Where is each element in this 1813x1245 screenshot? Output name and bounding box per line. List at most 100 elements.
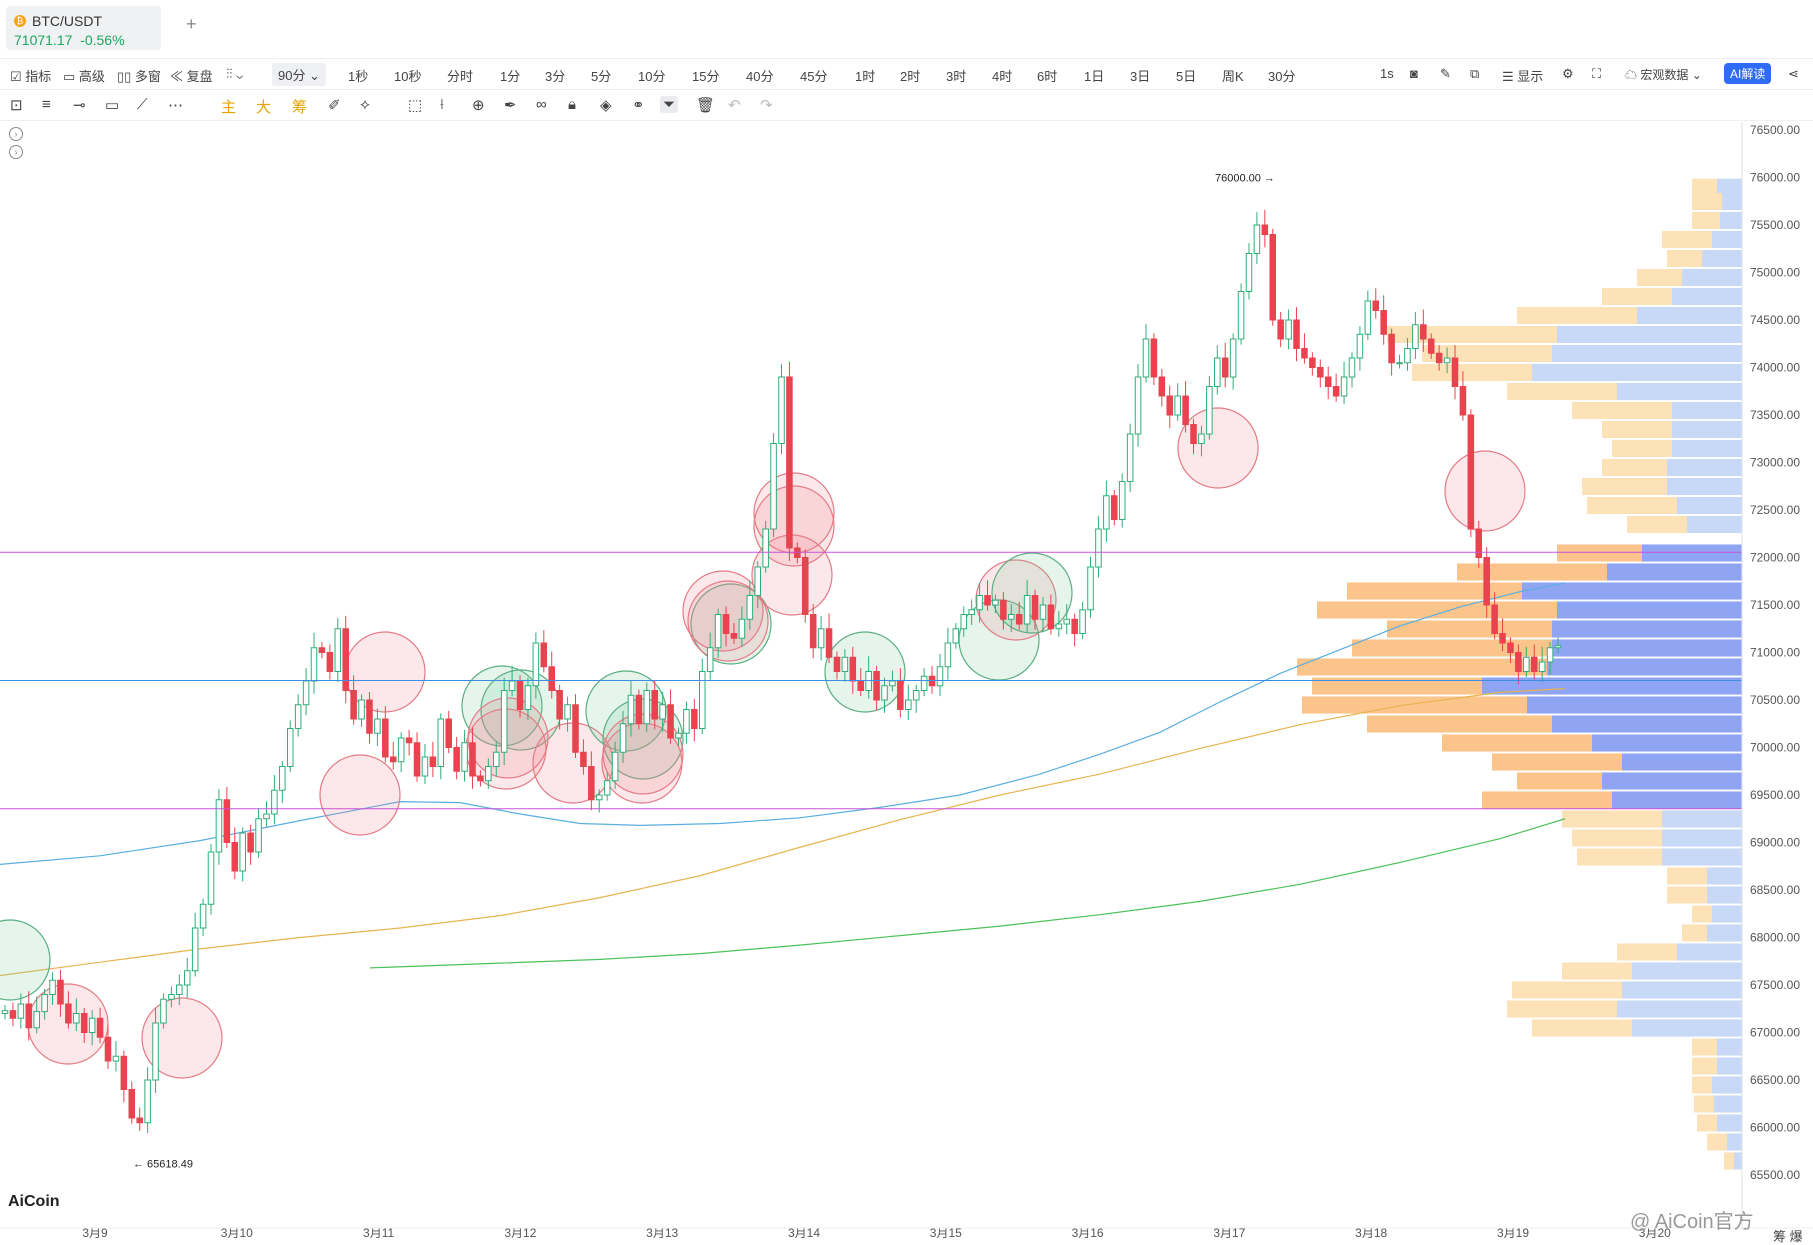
- interval-6h[interactable]: 6时: [1037, 69, 1058, 84]
- big-order-button[interactable]: 大: [256, 99, 272, 116]
- more-dots-icon[interactable]: ⋯: [168, 97, 183, 114]
- seconds-toggle[interactable]: 1s: [1380, 66, 1394, 81]
- window-icon[interactable]: ⧉: [1470, 66, 1480, 81]
- candle-down: [1000, 599, 1007, 620]
- volume-profile-bar-orange: [1347, 582, 1522, 600]
- candle-up: [294, 704, 302, 729]
- ruler-icon[interactable]: ⟊: [440, 96, 444, 113]
- candle-up: [215, 799, 223, 853]
- candle-up: [1554, 645, 1562, 649]
- collapse-icon[interactable]: ›: [9, 127, 23, 141]
- volume-profile-bar-orange: [1557, 544, 1642, 562]
- main-force-button[interactable]: 主: [221, 99, 237, 116]
- macro-data-button[interactable]: ☁ 宏观数据 ⌄: [1625, 68, 1702, 82]
- volume-profile-bar-blue: [1632, 1019, 1742, 1037]
- y-tick-label: 66000.00: [1750, 1121, 1800, 1135]
- symbol-tab[interactable]: ₿ BTC/USDT 71071.17 -0.56%: [6, 6, 161, 50]
- volume-profile-bar-orange: [1457, 563, 1607, 581]
- add-tab-button[interactable]: +: [186, 14, 197, 34]
- trendline-icon[interactable]: ⟋: [137, 96, 148, 113]
- interval-15m[interactable]: 15分: [692, 69, 720, 84]
- draw-icon[interactable]: ✐: [328, 97, 341, 114]
- volume-profile-bar-blue: [1617, 1000, 1742, 1018]
- candle-down: [1158, 376, 1166, 397]
- interval-2h[interactable]: 2时: [900, 69, 921, 84]
- volume-profile-bar-orange: [1482, 791, 1612, 809]
- layers-icon[interactable]: ◈: [600, 97, 612, 114]
- advanced-button[interactable]: ▭ 高级: [63, 69, 105, 84]
- lock-icon[interactable]: 🔒︎: [568, 96, 576, 113]
- interval-45m[interactable]: 45分: [800, 69, 828, 84]
- candle-up: [643, 690, 651, 725]
- draw2-icon[interactable]: ⟡: [360, 96, 370, 113]
- interval-selected[interactable]: 90分 ⌄: [272, 63, 326, 86]
- volume-profile-bar-blue: [1602, 772, 1742, 790]
- brush-icon[interactable]: ✒: [504, 97, 517, 114]
- interval-1h[interactable]: 1时: [855, 69, 876, 84]
- candle-up: [49, 979, 56, 995]
- select-icon[interactable]: ⬚: [408, 97, 423, 114]
- ai-interpret-button[interactable]: AI解读: [1724, 63, 1772, 84]
- cursor-icon[interactable]: ⊡: [10, 97, 23, 114]
- interval-5d[interactable]: 5日: [1176, 69, 1197, 84]
- link-icon[interactable]: ⚭: [632, 97, 645, 114]
- chart-type-icon[interactable]: ⫶⫶ ⌄: [226, 66, 244, 81]
- interval-week[interactable]: 周K: [1222, 69, 1244, 84]
- camera-icon[interactable]: ◙: [1410, 66, 1418, 81]
- display-button[interactable]: ☰ 显示: [1502, 69, 1544, 84]
- multiwindow-button[interactable]: ▯▯ 多窗: [117, 69, 161, 84]
- magnet-icon[interactable]: ∞: [536, 96, 547, 113]
- interval-1s[interactable]: 1秒: [348, 69, 369, 84]
- y-tick-label: 70000.00: [1750, 741, 1800, 755]
- candle-down: [588, 766, 595, 801]
- y-tick-label: 76000.00: [1750, 171, 1800, 185]
- pen-icon[interactable]: ✎: [1440, 66, 1451, 81]
- trash-icon[interactable]: 🗑︎: [696, 97, 716, 114]
- candle-up: [524, 685, 532, 710]
- interval-4h[interactable]: 4时: [992, 69, 1013, 84]
- filter-icon[interactable]: ⏷: [660, 96, 679, 113]
- candle-up: [302, 680, 310, 706]
- volume-profile-bar-blue: [1677, 943, 1742, 961]
- interval-3m[interactable]: 3分: [545, 69, 566, 84]
- settings-icon[interactable]: ⚙: [1562, 66, 1574, 81]
- chip-button[interactable]: 筹: [292, 99, 308, 116]
- rect-icon[interactable]: ▭: [105, 97, 120, 114]
- volume-profile-bar-blue: [1612, 791, 1742, 809]
- volume-profile-bar-orange: [1667, 249, 1702, 268]
- indicator-button[interactable]: ☑ 指标: [10, 69, 52, 84]
- fullscreen-icon[interactable]: ⛶: [1592, 66, 1602, 81]
- hline-icon[interactable]: ⊸: [73, 97, 86, 114]
- interval-30m[interactable]: 30分: [1268, 69, 1296, 84]
- interval-5m[interactable]: 5分: [591, 69, 612, 84]
- candle-up: [706, 647, 714, 672]
- volume-profile-bar-blue: [1642, 544, 1742, 562]
- candle-up: [770, 443, 777, 530]
- interval-3d[interactable]: 3日: [1130, 69, 1151, 84]
- interval-3h[interactable]: 3时: [946, 69, 967, 84]
- interval-time[interactable]: 分时: [447, 69, 474, 84]
- replay-button[interactable]: ≪ 复盘: [170, 69, 213, 84]
- volume-profile-bar-orange: [1602, 458, 1667, 477]
- zoom-icon[interactable]: ⊕: [472, 97, 485, 114]
- y-tick-label: 72000.00: [1750, 551, 1800, 565]
- candle-down: [691, 709, 698, 729]
- lines-icon[interactable]: ≡: [42, 96, 51, 113]
- undo-icon[interactable]: ↶: [728, 97, 741, 114]
- interval-40m[interactable]: 40分: [746, 69, 774, 84]
- interval-10s[interactable]: 10秒: [394, 69, 422, 84]
- volume-profile-bar-blue: [1557, 601, 1742, 619]
- candle-down: [1332, 386, 1340, 397]
- volume-profile-bar-blue: [1720, 211, 1742, 230]
- volume-profile-bar-blue: [1687, 515, 1742, 534]
- collapse-icon-2[interactable]: ›: [9, 145, 23, 159]
- y-tick-label: 67000.00: [1750, 1026, 1800, 1040]
- y-tick-label: 68000.00: [1750, 931, 1800, 945]
- candle-down: [1491, 604, 1498, 634]
- share-icon[interactable]: ⋖: [1788, 66, 1799, 81]
- interval-1d[interactable]: 1日: [1084, 69, 1105, 84]
- redo-icon[interactable]: ↷: [760, 97, 773, 114]
- interval-10m[interactable]: 10分: [638, 69, 666, 84]
- interval-1m[interactable]: 1分: [500, 69, 521, 84]
